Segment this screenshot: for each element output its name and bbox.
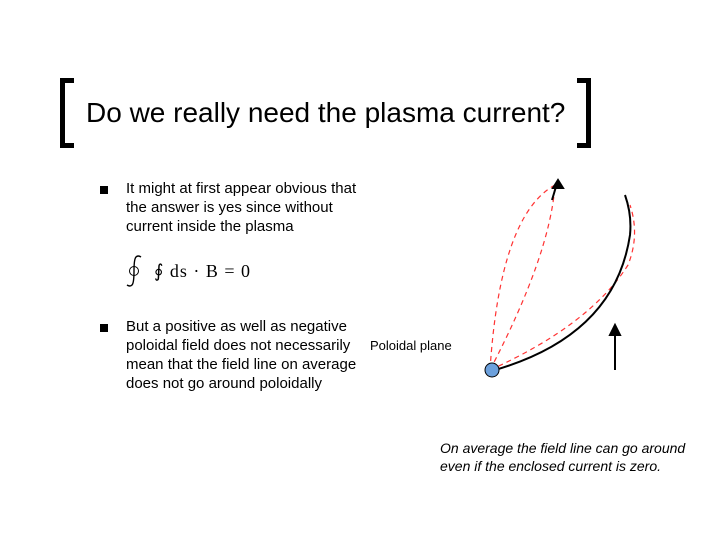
bullet-item: But a positive as well as negative poloi… [100,318,370,393]
contour-integral-icon [126,254,148,288]
bullet-list: It might at first appear obvious that th… [100,180,370,411]
bracket-right-icon [573,78,591,148]
bracket-left-icon [60,78,78,148]
bullet-item: It might at first appear obvious that th… [100,180,370,236]
slide-title: Do we really need the plasma current? [78,97,573,129]
poloidal-diagram: Poloidal plane [440,175,670,405]
bullet-marker-icon [100,186,108,194]
bullet-text: It might at first appear obvious that th… [126,180,370,236]
title-bar: Do we really need the plasma current? [60,78,680,148]
bullet-text: But a positive as well as negative poloi… [126,318,370,393]
bullet-marker-icon [100,324,108,332]
diagram-svg [440,175,670,405]
equation: ∮ ds · B = 0 [126,254,370,288]
equation-text: ∮ ds · B = 0 [154,261,251,282]
diagram-label-text: Poloidal plane [370,338,452,353]
diagram-caption: On average the field line can go around … [440,440,690,475]
